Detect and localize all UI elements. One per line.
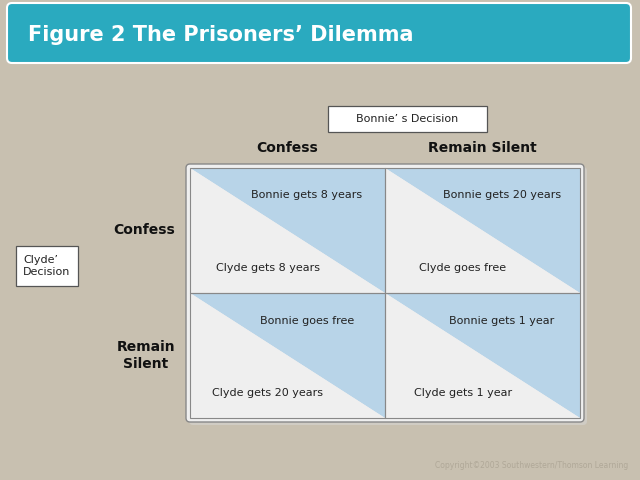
Text: Confess: Confess [257, 141, 318, 155]
Text: Remain Silent: Remain Silent [428, 141, 537, 155]
Bar [385, 293, 580, 418]
Text: Figure 2 The Prisoners’ Dilemma: Figure 2 The Prisoners’ Dilemma [28, 25, 413, 45]
Bar [385, 168, 580, 293]
Text: Clyde goes free: Clyde goes free [419, 263, 507, 273]
Polygon shape [385, 168, 580, 293]
FancyBboxPatch shape [186, 164, 584, 422]
Polygon shape [385, 293, 580, 418]
Polygon shape [190, 293, 385, 418]
Text: Clyde’
Decision: Clyde’ Decision [23, 255, 70, 277]
Text: Bonnie goes free: Bonnie goes free [260, 315, 354, 325]
Text: Copyright©2003 Southwestern/Thomson Learning: Copyright©2003 Southwestern/Thomson Lear… [435, 461, 628, 470]
FancyBboxPatch shape [189, 167, 587, 425]
Text: Confess: Confess [113, 224, 175, 238]
Text: Bonnie gets 20 years: Bonnie gets 20 years [443, 191, 561, 201]
Polygon shape [385, 293, 580, 418]
Bar [190, 168, 385, 293]
Polygon shape [190, 293, 385, 418]
Text: Bonnie’ s Decision: Bonnie’ s Decision [356, 114, 459, 124]
FancyBboxPatch shape [328, 106, 487, 132]
FancyBboxPatch shape [16, 246, 78, 286]
Bar [190, 293, 385, 418]
Text: Bonnie gets 1 year: Bonnie gets 1 year [449, 315, 555, 325]
Polygon shape [385, 168, 580, 293]
Text: Clyde gets 1 year: Clyde gets 1 year [414, 388, 512, 398]
Text: Clyde gets 8 years: Clyde gets 8 years [216, 263, 320, 273]
Text: Bonnie gets 8 years: Bonnie gets 8 years [252, 191, 363, 201]
FancyBboxPatch shape [7, 3, 631, 63]
Text: Clyde gets 20 years: Clyde gets 20 years [212, 388, 323, 398]
Polygon shape [190, 168, 385, 293]
Text: Remain
Silent: Remain Silent [116, 340, 175, 371]
Polygon shape [190, 168, 385, 293]
